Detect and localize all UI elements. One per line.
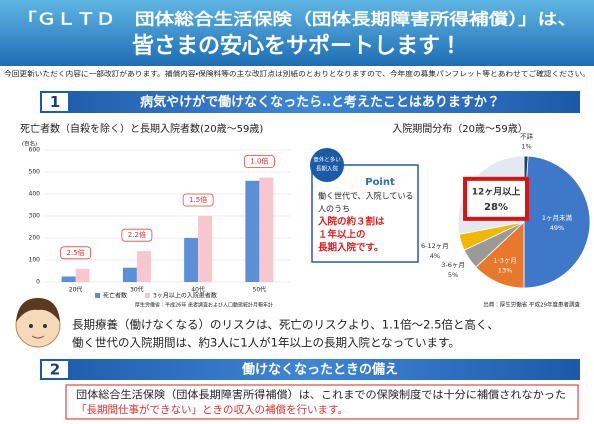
y-tick-label: 600	[29, 147, 41, 154]
annotation: 1.0倍	[250, 157, 268, 166]
source: 厚生労働省：平成26年 患者調査および人口動態統計月報年計	[135, 302, 273, 309]
bar	[259, 178, 273, 283]
chart-title: 死亡者数（自殺を除く）と長期入院者数(20歳～59歳)	[20, 122, 263, 135]
bar	[184, 238, 198, 282]
bar	[198, 216, 212, 282]
annotation: 2.2倍	[128, 230, 146, 239]
y-tick-label: 400	[29, 191, 41, 198]
y-tick-label: 100	[29, 257, 41, 264]
point-line: 働く世代で、入院している	[318, 191, 413, 201]
y-tick-label: 200	[29, 235, 41, 242]
bar	[62, 277, 76, 283]
info-text: 団体総合生活保険（団体長期障害所得補償）は、これまでの保険制度では十分に補償され…	[76, 388, 566, 401]
legend-swatch	[145, 293, 150, 298]
x-tick-label: 20代	[69, 286, 83, 294]
section-title: 働けなくなったときの備え	[241, 362, 398, 378]
slice-label: 1-3ヶ月	[493, 257, 517, 265]
point-line: 人のうち	[318, 205, 350, 214]
x-tick-label: 30代	[130, 286, 144, 294]
avatar	[16, 298, 60, 347]
chart-title: 入院期間分布（20歳～59歳）	[392, 123, 527, 135]
header-title: 「ＧＬＴＤ 団体総合生活保険（団体長期障害所得補償）」は、	[17, 10, 577, 29]
y-tick-label: 500	[29, 169, 41, 176]
slice-label: 12ヶ月以上	[472, 185, 521, 197]
badge-text: 長期入院	[316, 165, 339, 173]
value-label: 5%	[448, 271, 458, 279]
slice-label: 不詳	[520, 132, 534, 141]
point-heading: Point	[365, 177, 395, 188]
bar	[245, 181, 259, 282]
section-title: 病気やけがで働けなくなったら‥と考えたことはありますか？	[140, 94, 500, 110]
x-tick-label: 50代	[253, 286, 267, 294]
page: 「ＧＬＴＤ 団体総合生活保険（団体長期障害所得補償）」は、 皆さまの安心をサポー…	[0, 0, 594, 424]
section-number: 1	[50, 93, 60, 111]
charts: 死亡者数（自殺を除く）と長期入院者数(20歳～59歳)(百名)010020030…	[20, 122, 590, 309]
note-line: 長期療養（働けなくなる）のリスクは、死亡のリスクより、1.1倍～2.5倍と高く、	[72, 318, 499, 332]
notice: 今回更新いただく内容に一部改訂があります。補償内容・保険料等の主な改訂点は別紙の…	[4, 69, 590, 78]
badge	[310, 148, 344, 182]
source: 出典：厚生労働省 平成29年度患者調査	[483, 301, 580, 309]
slice-label: 6-12ヶ月	[421, 242, 449, 250]
legend-label: 3ヶ月以上の入院患者数	[153, 292, 217, 300]
annotation: 1.5倍	[189, 195, 207, 204]
bar	[123, 268, 137, 282]
legend-label: 死亡者数	[103, 292, 127, 300]
point-line: 長期入院です。	[318, 242, 384, 254]
slice-label: 3-6ヶ月	[441, 261, 465, 269]
bar	[137, 251, 151, 282]
y-tick-label: 300	[29, 213, 41, 220]
value-label: 49%	[550, 224, 564, 232]
value-label: 1%	[521, 143, 531, 151]
value-label: 13%	[498, 267, 512, 275]
y-tick-label: 0	[36, 279, 40, 286]
value-label: 28%	[484, 202, 508, 213]
slice-label: 1ヶ月未満	[542, 213, 573, 222]
pie-slice	[524, 156, 590, 288]
note-line: 働く世代の入院期間は、約3人に1人が1年以上の長期入院となっています。	[72, 336, 460, 350]
bar	[76, 269, 90, 282]
badge-text: 意外と多い	[313, 156, 341, 164]
point-line: 入院の約３割は	[317, 216, 385, 228]
legend-swatch	[95, 293, 100, 298]
annotation: 2.5倍	[67, 248, 85, 257]
value-label: 4%	[430, 252, 440, 260]
point-line: １年以上の	[318, 229, 366, 241]
info-text: 「長期間仕事ができない」ときの収入の補償を行います。	[76, 403, 348, 416]
header-subtitle: 皆さまの安心をサポートします！	[132, 33, 462, 59]
section-number: 2	[50, 361, 60, 379]
